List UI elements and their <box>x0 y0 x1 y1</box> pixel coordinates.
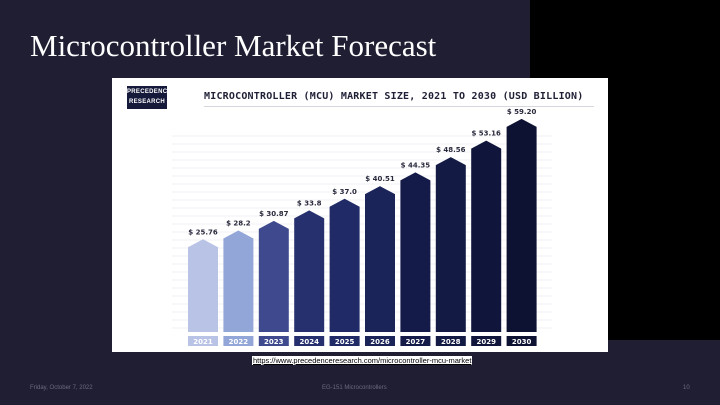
tick-label-2021: 2021 <box>193 338 213 346</box>
bar-2029 <box>471 140 502 332</box>
value-label-2027: $ 44.35 <box>401 161 431 169</box>
tick-box-2022 <box>223 336 254 346</box>
bar-2028 <box>435 157 466 332</box>
value-label-2029: $ 53.16 <box>471 130 501 138</box>
bar-2027 <box>400 172 431 332</box>
title-divider <box>204 106 594 107</box>
tick-label-2029: 2029 <box>476 338 496 346</box>
tick-box-2030 <box>506 336 537 346</box>
logo-line-1: PRECEDENCE <box>127 89 172 95</box>
value-label-2022: $ 28.2 <box>226 219 251 227</box>
value-label-2026: $ 40.51 <box>365 175 395 183</box>
tick-box-2023 <box>258 336 289 346</box>
value-label-2021: $ 25.76 <box>188 228 218 236</box>
tick-box-2024 <box>294 336 325 346</box>
bar-2026 <box>365 186 395 332</box>
bar-2022 <box>223 230 254 332</box>
bar-2023 <box>258 220 289 332</box>
value-label-2030: $ 59.20 <box>507 108 537 116</box>
slide-title: Microcontroller Market Forecast <box>30 28 437 63</box>
tick-label-2030: 2030 <box>512 338 532 346</box>
tick-box-2026 <box>365 336 395 346</box>
tick-box-2021 <box>188 336 218 346</box>
precedence-research-logo: PRECEDENCE RESEARCH <box>127 86 172 109</box>
tick-label-2025: 2025 <box>335 338 355 346</box>
value-label-2028: $ 48.56 <box>436 146 466 154</box>
value-label-2024: $ 33.8 <box>297 199 322 207</box>
chart-title: MICROCONTROLLER (MCU) MARKET SIZE, 2021 … <box>204 91 584 102</box>
category-ticks: 2021 2022 2023 2024 2025 2026 2027 2028 2029 2030 <box>188 336 537 346</box>
footer-date: Friday, October 7, 2022 <box>30 385 93 391</box>
bar-2021 <box>188 239 218 332</box>
tick-box-2027 <box>400 336 431 346</box>
tick-box-2025 <box>329 336 360 346</box>
tick-label-2022: 2022 <box>229 338 249 346</box>
bar-2025 <box>329 198 360 332</box>
bars <box>188 118 537 332</box>
footer-course: EG-151 Microcontrollers <box>322 385 387 391</box>
source-link[interactable]: https://www.precedenceresearch.com/micro… <box>252 356 473 365</box>
tick-label-2028: 2028 <box>441 338 461 346</box>
value-label-2025: $ 37.0 <box>332 188 357 196</box>
chart-image: PRECEDENCE RESEARCH MICROCONTROLLER (MCU… <box>112 78 608 352</box>
bar-2024 <box>294 210 325 332</box>
tick-box-2028 <box>435 336 466 346</box>
tick-label-2026: 2026 <box>370 338 390 346</box>
logo-line-2: RESEARCH <box>128 99 166 105</box>
tick-box-2029 <box>471 336 502 346</box>
footer-page-number: 10 <box>683 385 690 391</box>
value-labels: $ 25.76 $ 28.2 $ 30.87 $ 33.8 $ 37.0 $ 40.51 $… <box>188 108 536 236</box>
tick-label-2027: 2027 <box>406 338 426 346</box>
value-label-2023: $ 30.87 <box>259 210 289 218</box>
bar-2030 <box>506 118 537 332</box>
tick-label-2023: 2023 <box>264 338 284 346</box>
tick-label-2024: 2024 <box>299 338 319 346</box>
bar-chart: $ 25.76 $ 28.2 $ 30.87 $ 33.8 $ 37.0 $ 40.51 $… <box>172 108 552 346</box>
